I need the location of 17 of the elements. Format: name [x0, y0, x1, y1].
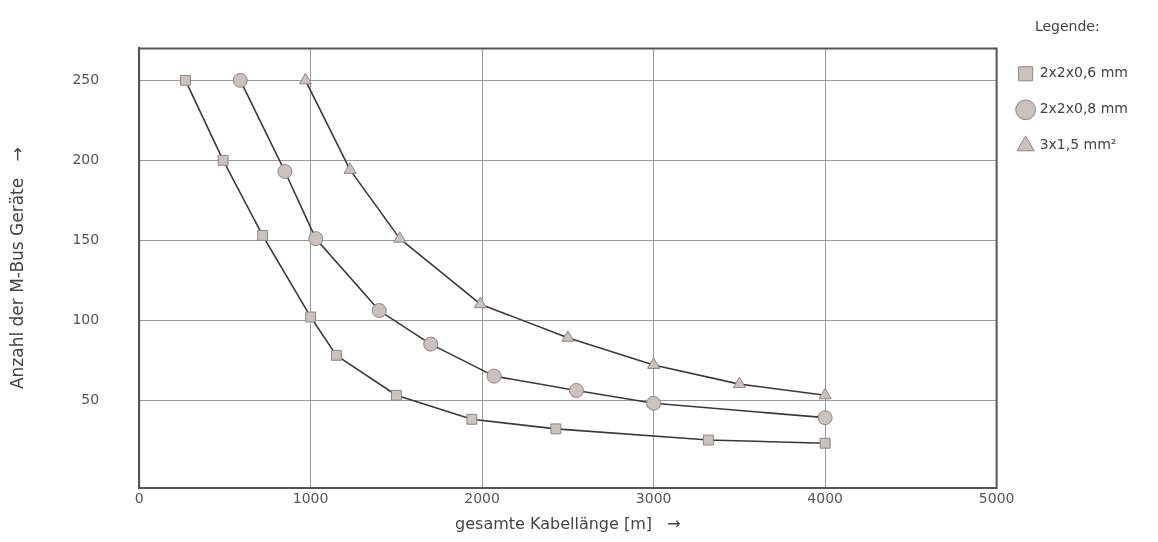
legend-title: Legende:: [1034, 17, 1100, 34]
x-tick-label: 2000: [464, 490, 500, 507]
x-tick-label: 3000: [635, 490, 672, 507]
y-tick-label: 200: [72, 150, 100, 167]
y-tick-label: 150: [72, 230, 100, 247]
y-tick-label: 250: [72, 71, 100, 88]
legend-label: 2x2x0,8 mm: [1039, 100, 1128, 117]
y-tick-label: 100: [72, 310, 100, 327]
x-tick-label: 4000: [807, 490, 843, 507]
x-axis-title: gesamte Kabellänge [m] →: [455, 513, 681, 533]
x-tick-label: 5000: [978, 490, 1015, 507]
x-tick-label: 0: [134, 490, 144, 507]
x-tick-label: 1000: [292, 490, 329, 507]
legend-label: 3x1,5 mm²: [1039, 136, 1117, 153]
legend-label: 2x2x0,6 mm: [1039, 64, 1128, 81]
y-tick-label: 50: [81, 390, 100, 407]
y-axis-title: Anzahl der M-Bus Geräte →: [6, 147, 27, 390]
